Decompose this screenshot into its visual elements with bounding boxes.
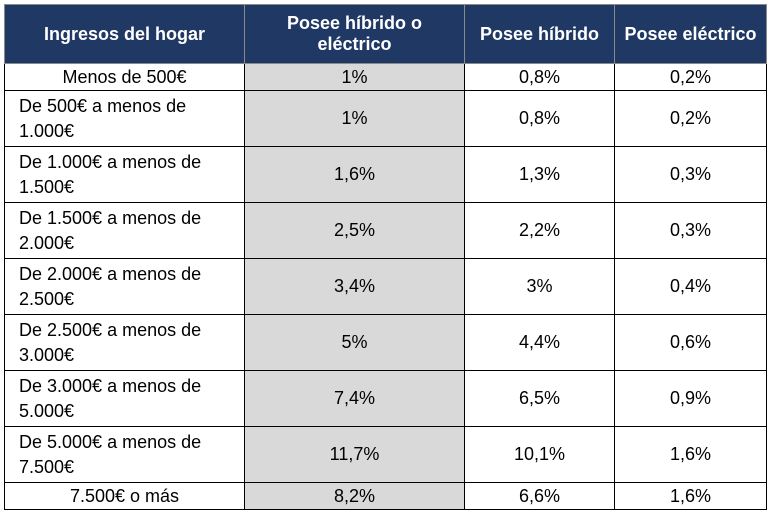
cell-electric: 0,6% <box>614 314 767 371</box>
row-label: De 1.000€ a menos de 1.500€ <box>4 146 245 203</box>
table-row: De 3.000€ a menos de 5.000€ 7,4% 6,5% 0,… <box>4 370 767 427</box>
row-label: 7.500€ o más <box>4 482 245 510</box>
cell-electric: 0,3% <box>614 202 767 259</box>
cell-hybrid-or-electric: 5% <box>244 314 465 371</box>
cell-hybrid: 2,2% <box>464 202 615 259</box>
table-row: De 500€ a menos de 1.000€ 1% 0,8% 0,2% <box>4 90 767 147</box>
cell-hybrid: 10,1% <box>464 426 615 483</box>
cell-hybrid: 0,8% <box>464 90 615 147</box>
row-label: De 2.500€ a menos de 3.000€ <box>4 314 245 371</box>
cell-hybrid-or-electric: 1% <box>244 90 465 147</box>
header-row: Ingresos del hogar Posee híbrido o eléct… <box>4 4 767 64</box>
column-header-hybrid: Posee híbrido <box>464 4 615 64</box>
cell-electric: 0,9% <box>614 370 767 427</box>
cell-hybrid-or-electric: 3,4% <box>244 258 465 315</box>
cell-hybrid: 4,4% <box>464 314 615 371</box>
cell-electric: 0,3% <box>614 146 767 203</box>
column-header-income: Ingresos del hogar <box>4 4 245 64</box>
cell-hybrid: 6,6% <box>464 482 615 510</box>
cell-hybrid: 1,3% <box>464 146 615 203</box>
table-row: De 1.000€ a menos de 1.500€ 1,6% 1,3% 0,… <box>4 146 767 203</box>
cell-hybrid-or-electric: 2,5% <box>244 202 465 259</box>
cell-electric: 1,6% <box>614 426 767 483</box>
cell-electric: 1,6% <box>614 482 767 510</box>
cell-electric: 0,4% <box>614 258 767 315</box>
income-vehicle-table-container: Ingresos del hogar Posee híbrido o eléct… <box>4 4 767 510</box>
cell-hybrid-or-electric: 1% <box>244 63 465 91</box>
row-label: De 1.500€ a menos de 2.000€ <box>4 202 245 259</box>
row-label: De 2.000€ a menos de 2.500€ <box>4 258 245 315</box>
cell-hybrid-or-electric: 7,4% <box>244 370 465 427</box>
table-row: 7.500€ o más 8,2% 6,6% 1,6% <box>4 482 767 510</box>
column-header-hybrid-or-electric: Posee híbrido o eléctrico <box>244 4 465 64</box>
table-row: De 2.500€ a menos de 3.000€ 5% 4,4% 0,6% <box>4 314 767 371</box>
row-label: Menos de 500€ <box>4 63 245 91</box>
column-header-electric: Posee eléctrico <box>614 4 767 64</box>
table-row: De 1.500€ a menos de 2.000€ 2,5% 2,2% 0,… <box>4 202 767 259</box>
table-row: Menos de 500€ 1% 0,8% 0,2% <box>4 63 767 91</box>
cell-hybrid: 6,5% <box>464 370 615 427</box>
cell-hybrid: 3% <box>464 258 615 315</box>
cell-electric: 0,2% <box>614 90 767 147</box>
cell-hybrid-or-electric: 11,7% <box>244 426 465 483</box>
table-row: De 2.000€ a menos de 2.500€ 3,4% 3% 0,4% <box>4 258 767 315</box>
row-label: De 500€ a menos de 1.000€ <box>4 90 245 147</box>
row-label: De 5.000€ a menos de 7.500€ <box>4 426 245 483</box>
cell-hybrid-or-electric: 1,6% <box>244 146 465 203</box>
cell-electric: 0,2% <box>614 63 767 91</box>
cell-hybrid-or-electric: 8,2% <box>244 482 465 510</box>
row-label: De 3.000€ a menos de 5.000€ <box>4 370 245 427</box>
income-vehicle-table: Ingresos del hogar Posee híbrido o eléct… <box>4 4 767 510</box>
cell-hybrid: 0,8% <box>464 63 615 91</box>
table-row: De 5.000€ a menos de 7.500€ 11,7% 10,1% … <box>4 426 767 483</box>
